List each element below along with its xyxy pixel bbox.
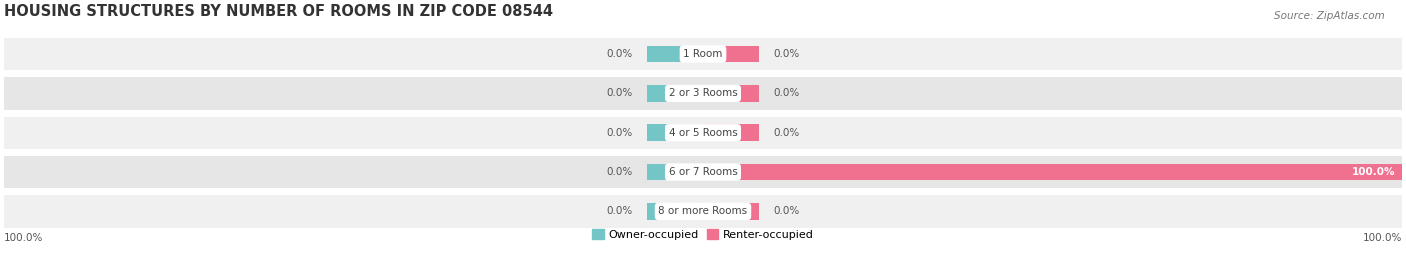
Text: 4 or 5 Rooms: 4 or 5 Rooms (669, 128, 737, 138)
Legend: Owner-occupied, Renter-occupied: Owner-occupied, Renter-occupied (592, 229, 814, 240)
Bar (703, 164, 1402, 180)
Text: Source: ZipAtlas.com: Source: ZipAtlas.com (1274, 11, 1385, 21)
Bar (4, 195, 1402, 228)
Bar (4, 38, 1402, 70)
Bar (4, 116, 1402, 149)
Bar (647, 203, 703, 220)
Bar (647, 125, 703, 141)
Bar (4, 156, 1402, 188)
Text: 2 or 3 Rooms: 2 or 3 Rooms (669, 89, 737, 98)
Text: 0.0%: 0.0% (773, 128, 799, 138)
Text: 1 Room: 1 Room (683, 49, 723, 59)
Text: 0.0%: 0.0% (773, 49, 799, 59)
Text: 0.0%: 0.0% (607, 128, 633, 138)
Text: 100.0%: 100.0% (1362, 233, 1402, 243)
Bar (647, 46, 703, 62)
Text: 100.0%: 100.0% (1351, 167, 1395, 177)
Text: 100.0%: 100.0% (4, 233, 44, 243)
Text: 8 or more Rooms: 8 or more Rooms (658, 206, 748, 217)
Text: 0.0%: 0.0% (607, 89, 633, 98)
Text: HOUSING STRUCTURES BY NUMBER OF ROOMS IN ZIP CODE 08544: HOUSING STRUCTURES BY NUMBER OF ROOMS IN… (4, 4, 553, 19)
Bar (647, 164, 703, 180)
Text: 0.0%: 0.0% (607, 49, 633, 59)
Text: 0.0%: 0.0% (773, 89, 799, 98)
Text: 0.0%: 0.0% (607, 206, 633, 217)
Bar (703, 85, 759, 102)
Bar (4, 77, 1402, 109)
Bar (647, 85, 703, 102)
Bar (703, 46, 759, 62)
Text: 6 or 7 Rooms: 6 or 7 Rooms (669, 167, 737, 177)
Bar (703, 203, 759, 220)
Text: 0.0%: 0.0% (773, 206, 799, 217)
Text: 0.0%: 0.0% (607, 167, 633, 177)
Bar (703, 125, 759, 141)
